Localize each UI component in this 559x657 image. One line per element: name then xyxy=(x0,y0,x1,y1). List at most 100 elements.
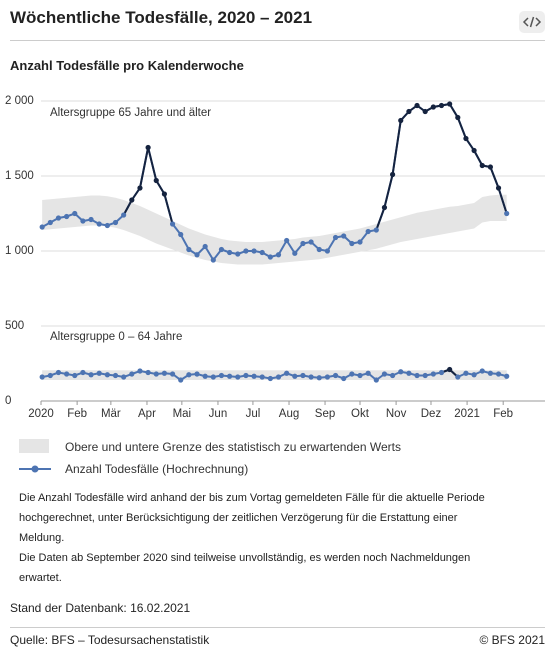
point xyxy=(202,373,208,379)
excess-segment xyxy=(375,207,386,231)
point xyxy=(300,240,306,247)
point xyxy=(194,252,200,258)
death-line xyxy=(41,102,508,262)
excess-segment xyxy=(122,199,133,216)
point xyxy=(275,374,282,380)
point xyxy=(365,228,371,235)
point xyxy=(447,366,453,373)
x-tick-label: Dez xyxy=(421,408,442,420)
point xyxy=(267,254,273,260)
point xyxy=(251,373,257,379)
legend-line-swatch xyxy=(19,465,51,473)
point xyxy=(39,224,45,230)
point xyxy=(218,372,225,379)
point xyxy=(430,371,436,377)
point xyxy=(64,213,70,220)
y-tick-label: 0 xyxy=(5,395,11,407)
point xyxy=(243,248,249,254)
point xyxy=(414,372,420,379)
point xyxy=(471,147,477,154)
death-line xyxy=(41,368,507,382)
point xyxy=(341,233,347,239)
point xyxy=(121,212,127,218)
point xyxy=(438,369,445,376)
point xyxy=(308,374,314,380)
point xyxy=(210,374,216,380)
point xyxy=(104,372,110,378)
point xyxy=(487,164,493,170)
point xyxy=(39,374,45,380)
embed-icon xyxy=(522,16,542,28)
point xyxy=(504,373,510,379)
point xyxy=(292,250,298,256)
x-tick-label: Feb xyxy=(493,408,513,420)
point xyxy=(504,210,510,217)
point xyxy=(316,246,322,253)
group-label: Altersgruppe 0 – 64 Jahre xyxy=(50,331,182,343)
point xyxy=(259,249,265,256)
point xyxy=(129,197,135,203)
note: Die Daten ab September 2020 sind teilwei… xyxy=(19,552,471,584)
point xyxy=(406,370,412,376)
point xyxy=(365,370,371,376)
y-tick-label: 500 xyxy=(5,320,24,332)
x-tick-label: Mär xyxy=(101,408,121,420)
point xyxy=(145,144,151,151)
point xyxy=(406,108,412,115)
point xyxy=(72,210,78,217)
divider xyxy=(10,40,545,41)
divider xyxy=(10,627,545,628)
point xyxy=(324,374,331,380)
point xyxy=(227,249,233,256)
point xyxy=(349,371,355,377)
point xyxy=(324,248,331,254)
expected-band xyxy=(42,194,507,265)
point xyxy=(463,370,469,376)
point xyxy=(381,204,388,211)
point xyxy=(455,114,461,121)
excess-segment xyxy=(155,179,166,195)
point xyxy=(96,221,102,227)
point xyxy=(121,374,127,380)
point xyxy=(390,171,396,178)
excess-segment xyxy=(473,150,484,166)
point xyxy=(80,369,86,376)
point xyxy=(178,231,184,238)
point xyxy=(373,377,379,383)
point xyxy=(332,372,339,379)
point xyxy=(373,227,379,233)
chart-subtitle: Anzahl Todesfälle pro Kalenderwoche xyxy=(10,58,244,73)
point xyxy=(194,371,200,377)
x-tick-label: Aug xyxy=(279,408,299,420)
point xyxy=(145,369,151,376)
excess-segment xyxy=(391,120,402,175)
point xyxy=(169,221,176,227)
point xyxy=(275,252,282,258)
embed-button[interactable] xyxy=(519,11,545,33)
x-tick-label: 2021 xyxy=(454,408,480,420)
excess-segment xyxy=(383,174,394,208)
database-date: Stand der Datenbank: 16.02.2021 xyxy=(10,601,191,615)
point xyxy=(161,370,168,376)
legend-label: Obere und untere Grenze des statistisch … xyxy=(65,440,401,454)
point xyxy=(55,215,62,221)
legend-label: Anzahl Todesfälle (Hochrechnung) xyxy=(65,462,249,476)
point xyxy=(390,372,396,379)
point xyxy=(455,374,461,380)
point xyxy=(430,104,436,110)
point xyxy=(64,371,70,377)
point xyxy=(447,101,453,107)
point xyxy=(349,240,355,247)
point xyxy=(169,371,176,377)
point xyxy=(227,373,233,379)
point xyxy=(55,369,62,376)
excess-segment xyxy=(489,166,500,189)
point xyxy=(495,185,502,191)
point xyxy=(463,135,469,142)
point xyxy=(495,371,502,377)
x-tick-label: Mai xyxy=(173,408,192,420)
y-tick-label: 1 000 xyxy=(5,245,34,257)
point xyxy=(381,371,388,377)
x-tick-label: Okt xyxy=(351,408,370,420)
